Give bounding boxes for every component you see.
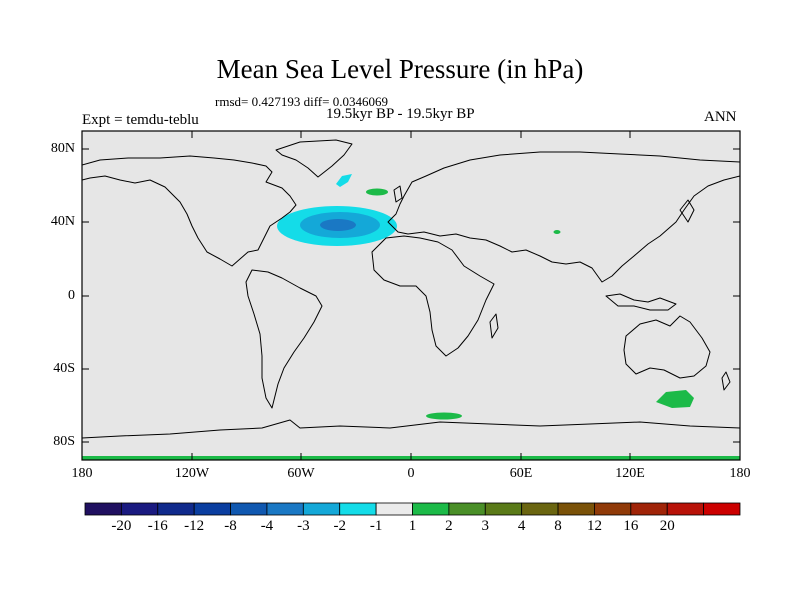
coast-antarctica [82,419,740,439]
anomaly-south-atlantic-positive [426,412,462,420]
colorbar-label: 16 [623,518,639,534]
colorbar-label: 1 [408,518,417,534]
colorbar-swatch [412,502,450,516]
x-label-60e: 60E [509,466,533,481]
colorbar-swatch [375,502,413,516]
colorbar-label: -12 [184,518,205,534]
colorbar-label: 8 [554,518,562,534]
coast-madagascar [489,313,499,339]
coast-indonesia [605,293,677,311]
season-label: ANN [704,109,737,125]
colorbar-label: 3 [481,518,490,534]
colorbar-swatch [157,502,195,516]
x-label-180w: 180 [71,466,93,481]
colorbar-swatch [666,502,705,516]
colorbar-swatch [557,502,595,516]
y-label-0: 0 [68,288,75,303]
coast-south-america [245,269,323,409]
y-label-40n: 40N [50,214,75,229]
colorbar-label: -4 [260,518,274,534]
coast-africa [371,235,495,357]
x-label-120w: 120W [174,466,210,481]
colorbar-label: -16 [147,518,168,534]
coast-australia [623,315,711,379]
colorbar-label: -20 [111,518,132,534]
colorbar-label: 4 [517,518,526,534]
anomaly-north-atlantic-positive [366,188,388,196]
y-label-80n: 80N [50,141,75,156]
anomaly-atlantic-dark [320,219,356,231]
colorbar-label: -2 [333,518,346,534]
colorbar-swatch [339,502,377,516]
colorbar-label: -8 [224,518,237,534]
subtitle: 19.5kyr BP - 19.5kyr BP [326,106,475,122]
experiment-label: Expt = temdu-teblu [82,112,199,128]
anomaly-nordic-light [336,174,352,187]
y-label-80s: 80S [53,434,75,449]
map-title: Mean Sea Level Pressure (in hPa) [216,54,584,84]
coast-japan [679,199,695,223]
colorbar-swatch [193,502,231,516]
coast-new-zealand [721,371,731,391]
colorbar-swatch [120,502,159,516]
colorbar-swatch [484,502,523,516]
stats-label: rmsd= 0.427193 diff= 0.0346069 [215,94,388,109]
x-label-180e: 180 [729,466,751,481]
colorbar-swatch [448,502,486,516]
colorbar-label: 2 [445,518,453,534]
colorbar-label: -3 [297,518,310,534]
colorbar-swatch [703,502,741,516]
colorbar-label: 12 [586,518,602,534]
x-label-120e: 120E [615,466,645,481]
colorbar-swatch [594,502,632,516]
x-label-60w: 60W [287,466,315,481]
y-label-40s: 40S [53,361,75,376]
colorbar-label: -1 [369,518,383,534]
colorbar-swatch [521,502,559,516]
anomaly-southern-ocean-positive [656,390,694,408]
coast-north-america [82,155,297,267]
x-label-0: 0 [407,466,415,481]
coast-eurasia [387,151,740,283]
colorbar-swatch [302,502,341,516]
coast-uk [393,185,403,203]
colorbar-swatch [84,502,122,516]
anomaly-caspian-positive [553,230,561,234]
colorbar-swatch [630,502,668,516]
colorbar-label: 20 [659,518,675,534]
colorbar-swatch [266,502,304,516]
map-background [82,131,740,460]
colorbar-swatch [230,502,268,516]
coast-greenland [275,139,353,178]
